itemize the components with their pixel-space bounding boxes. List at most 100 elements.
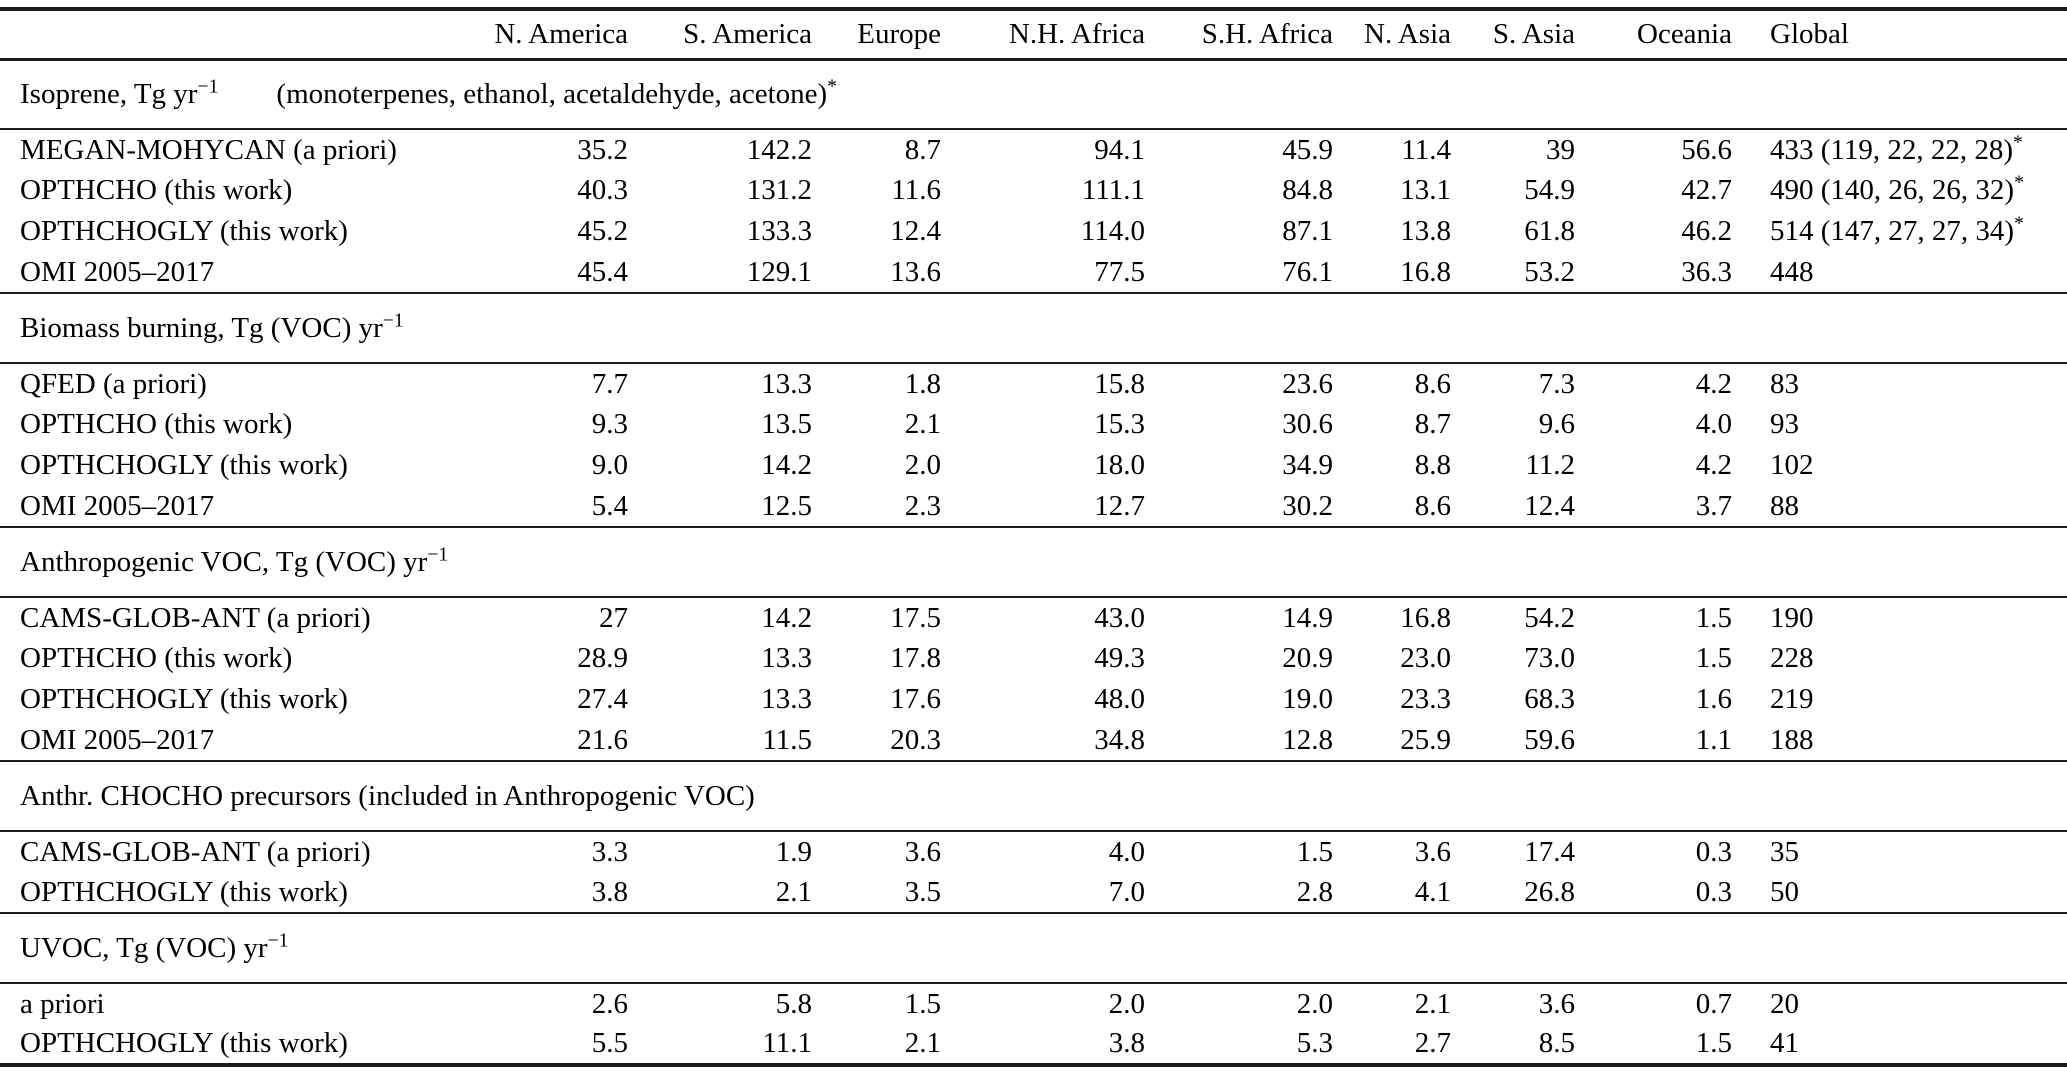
value-cell: 56.6 [1681,133,1732,166]
section-title-cell: UVOC, Tg (VOC) yr−1 [0,912,2067,984]
value-cell: 9.3 [591,408,628,440]
value-cell: 1.9 [775,835,812,868]
page: { "table": { "columns": ["", "N. America… [0,7,2067,1091]
value-cell: 43.0 [1094,601,1145,634]
table-row: OMI 2005–2017 21.6 11.5 20.3 34.8 12.8 25.9 59.… [0,720,2067,761]
table-row: MEGAN-MOHYCAN (a priori) 35.2 142.2 8.7 94.1… [0,129,2067,170]
value-cell: 18.0 [1094,449,1145,481]
global-value-text: 490 (140, 26, 26, 32) [1770,174,2015,206]
section-title-text: Biomass burning, Tg (VOC) yr [20,311,383,344]
global-value-text: 219 [1770,683,1814,715]
global-value-text: 41 [1770,1027,1799,1059]
value-cell: 2.6 [591,987,628,1020]
value-cell: 8.6 [1414,367,1451,400]
row-label: OMI 2005–2017 [20,255,215,288]
value-cell: 17.4 [1524,835,1575,868]
value-cell: 13.8 [1400,215,1451,247]
value-cell: 142.2 [746,133,812,166]
value-cell: 53.2 [1524,255,1575,288]
global-value-cell: 490 (140, 26, 26, 32)* [1732,170,2067,211]
section-title-text: UVOC, Tg (VOC) yr [20,931,268,964]
value-cell: 15.3 [1094,408,1145,440]
value-cell: 0.3 [1695,835,1732,868]
value-cell: 5.4 [591,489,628,522]
value-cell: 12.5 [761,489,812,522]
value-cell: 45.9 [1282,133,1333,166]
row-label: OPTHCHO (this work) [20,408,293,440]
value-cell: 2.1 [904,408,941,440]
value-cell: 0.7 [1695,987,1732,1020]
value-cell: 3.8 [1108,1027,1145,1059]
section-title-superscript: −1 [427,542,449,565]
global-value-cell: 88 [1732,486,2067,527]
section-title-superscript: −1 [197,75,219,98]
value-cell: 15.8 [1094,367,1145,400]
row-label: QFED (a priori) [20,367,207,400]
value-cell: 3.7 [1695,489,1732,522]
section-title-cell: Isoprene, Tg yr−1 (monoterpenes, ethanol,… [0,58,2067,130]
value-cell: 34.9 [1282,449,1333,481]
value-cell: 1.6 [1695,683,1732,715]
value-cell: 7.3 [1538,367,1575,400]
value-cell: 13.1 [1400,174,1451,206]
value-cell: 4.2 [1695,449,1732,481]
value-cell: 7.7 [591,367,628,400]
table-row: OPTHCHO (this work) 28.9 13.3 17.8 49.3 20.9 2… [0,638,2067,679]
value-cell: 35.2 [577,133,628,166]
section-note-text: (monoterpenes, ethanol, acetaldehyde, ac… [276,77,828,110]
global-value-text: 514 (147, 27, 27, 34) [1770,215,2015,247]
column-header: N. Asia [1364,17,1451,50]
emissions-table: N. America S. America Europe N.H. Africa S.H… [0,7,2067,1067]
value-cell: 8.5 [1538,1027,1575,1059]
table-header: N. America S. America Europe N.H. Africa S.H… [0,9,2067,59]
value-cell: 68.3 [1524,683,1575,715]
value-cell: 2.1 [1414,987,1451,1020]
value-cell: 4.2 [1695,367,1732,400]
value-cell: 133.3 [746,215,812,247]
value-cell: 0.3 [1695,875,1732,908]
section-title-superscript: −1 [267,928,289,951]
value-cell: 45.2 [577,215,628,247]
value-cell: 2.0 [1296,987,1333,1020]
value-cell: 2.8 [1296,875,1333,908]
value-cell: 42.7 [1681,174,1732,206]
value-cell: 23.0 [1400,642,1451,674]
row-label: OPTHCHOGLY (this work) [20,1027,348,1059]
table-row: OPTHCHOGLY (this work) 5.5 11.1 2.1 3.8 5.3 2.… [0,1024,2067,1065]
value-cell: 13.3 [761,367,812,400]
value-cell: 1.5 [904,987,941,1020]
row-label: CAMS-GLOB-ANT (a priori) [20,835,371,868]
table-row: OPTHCHOGLY (this work) 45.2 133.3 12.4 114.0… [0,211,2067,252]
column-header-row: N. America S. America Europe N.H. Africa S.H… [0,9,2067,59]
value-cell: 9.0 [591,449,628,481]
value-cell: 4.1 [1414,875,1451,908]
value-cell: 1.5 [1695,1027,1732,1059]
value-cell: 2.0 [904,449,941,481]
row-label: a priori [20,987,105,1020]
row-label: OPTHCHOGLY (this work) [20,683,348,715]
section-title-text: Isoprene, Tg yr [20,77,198,110]
global-value-cell: 514 (147, 27, 27, 34)* [1732,211,2067,252]
value-cell: 11.2 [1525,449,1575,481]
value-cell: 8.6 [1414,489,1451,522]
section-title-cell: Anthr. CHOCHO precursors (included in An… [0,760,2067,832]
row-label: OMI 2005–2017 [20,723,215,756]
value-cell: 1.8 [904,367,941,400]
global-value-text: 88 [1770,489,1799,522]
value-cell: 84.8 [1282,174,1333,206]
table-section: Anthropogenic VOC, Tg (VOC) yr−1 CAMS-GLO… [0,526,2067,761]
value-cell: 5.8 [775,987,812,1020]
value-cell: 2.7 [1414,1027,1451,1059]
value-cell: 61.8 [1524,215,1575,247]
column-header: S.H. Africa [1201,17,1333,50]
value-cell: 2.1 [904,1027,941,1059]
value-cell: 23.3 [1400,683,1451,715]
value-cell: 19.0 [1282,683,1333,715]
table-row: OPTHCHOGLY (this work) 27.4 13.3 17.6 48.0 19… [0,679,2067,720]
value-cell: 1.5 [1695,601,1732,634]
row-label: CAMS-GLOB-ANT (a priori) [20,601,371,634]
global-value-cell: 50 [1732,872,2067,913]
column-header: Oceania [1637,17,1732,50]
value-cell: 2.3 [904,489,941,522]
global-value-text: 433 (119, 22, 22, 28) [1770,133,2013,166]
